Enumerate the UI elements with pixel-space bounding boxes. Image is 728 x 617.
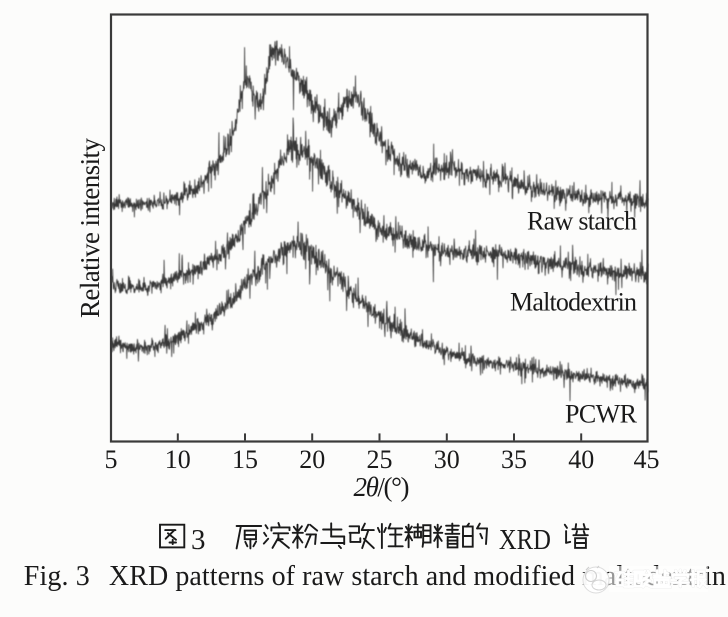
- svg-text:15: 15: [232, 445, 258, 474]
- svg-text:2θ/(°): 2θ/(°): [354, 472, 410, 502]
- svg-text:10: 10: [165, 445, 191, 474]
- svg-text:40: 40: [568, 445, 594, 474]
- svg-text:XRD: XRD: [499, 524, 551, 556]
- svg-text:5: 5: [105, 445, 118, 474]
- svg-text:20: 20: [299, 445, 325, 474]
- svg-text:35: 35: [501, 445, 527, 474]
- svg-text:Maltodextrin: Maltodextrin: [510, 288, 637, 317]
- svg-text:Fig. 3: Fig. 3: [24, 561, 90, 592]
- svg-text:25: 25: [367, 445, 393, 474]
- svg-text:30: 30: [434, 445, 460, 474]
- svg-text:Relative intensity: Relative intensity: [75, 138, 105, 319]
- svg-text:Raw starch: Raw starch: [527, 207, 637, 236]
- svg-text:45: 45: [634, 445, 660, 474]
- svg-text:PCWR: PCWR: [565, 400, 638, 429]
- svg-text:3: 3: [191, 524, 206, 556]
